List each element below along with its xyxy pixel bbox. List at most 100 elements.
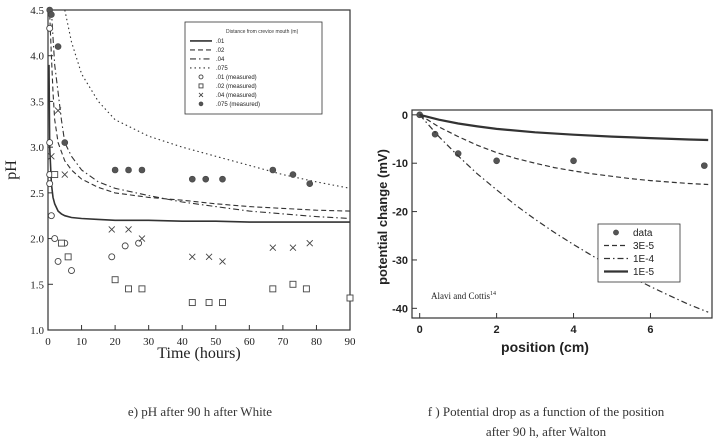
x-tick-label: 6 [647, 324, 653, 336]
data-point [51, 171, 59, 179]
series-line [419, 114, 709, 186]
series-line [419, 114, 709, 313]
ph-chart-series [46, 6, 354, 307]
legend-label: .04 [216, 57, 225, 63]
data-point [138, 285, 146, 293]
data-point [61, 139, 69, 146]
legend-entry: 1E-5 [604, 267, 655, 278]
x-tick-label: 80 [311, 336, 323, 348]
data-point [57, 239, 65, 247]
data-point [111, 166, 119, 174]
legend-label: .01 (measured) [216, 75, 257, 81]
y-tick-label: 3.5 [30, 96, 44, 108]
caption-right-line2: after 90 h, after Walton [485, 424, 607, 439]
data-point [306, 239, 314, 247]
series-line [419, 114, 709, 313]
citation-annotation-sup: 14 [490, 291, 496, 297]
legend-entry: .075 [190, 66, 228, 72]
y-tick-label: 2.5 [30, 188, 44, 200]
legend-label: .04 (measured) [216, 93, 257, 99]
data-point [269, 244, 277, 252]
legend-label: 3E-5 [633, 241, 655, 252]
legend-label: .01 [216, 39, 225, 45]
data-point [135, 239, 143, 247]
x-tick-label: 40 [177, 336, 189, 348]
data-point [125, 285, 132, 293]
data-point [51, 235, 59, 243]
data-point [125, 166, 132, 174]
x-tick-label: 50 [210, 336, 222, 348]
potential-x-axis-label: position (cm) [501, 339, 589, 355]
legend-label: data [633, 228, 653, 239]
data-point [138, 235, 146, 242]
ph-chart-frame [47, 9, 351, 331]
ph-legend-box [184, 21, 323, 115]
data-point [48, 11, 55, 18]
data-point [121, 242, 129, 250]
legend-label: .02 (measured) [216, 84, 257, 90]
data-point [493, 157, 500, 165]
data-point [205, 299, 213, 307]
data-point [54, 107, 62, 114]
data-point [111, 276, 119, 284]
data-point [46, 139, 54, 147]
data-point [306, 180, 314, 188]
series-markers [46, 6, 314, 188]
series-line [50, 9, 351, 220]
data-point [198, 83, 204, 89]
data-point [61, 171, 69, 178]
ph-chart-legend: Distance from crevice mouth (m) .01 .02 .0… [184, 21, 323, 115]
ph-chart: 0 10 20 30 40 50 60 70 80 90 1.0 1.5 2.0 2.5 3.0 3.5 4.0… [3, 5, 356, 362]
x-tick-label: 0 [45, 336, 51, 348]
potential-chart-legend: data 3E-5 1E-4 1E-5 [597, 223, 681, 283]
x-tick-label: 90 [345, 336, 357, 348]
y-tick-label: -10 [392, 158, 408, 170]
data-point [54, 43, 62, 50]
y-tick-label: 1.0 [30, 325, 44, 337]
legend-entry: data [613, 228, 653, 239]
potential-chart-series [416, 111, 709, 313]
y-tick-label: -20 [392, 207, 408, 219]
potential-chart: 0 2 4 6 0 -10 -20 -30 -40 data 3E-5 1E-4 1E-5 Alavi… [375, 109, 713, 355]
legend-label: .02 [216, 48, 225, 54]
data-point [289, 280, 297, 288]
data-point [46, 24, 54, 32]
legend-entry: 1E-4 [604, 254, 655, 265]
potential-chart-frame [411, 109, 713, 319]
x-tick-label: 2 [494, 324, 500, 336]
y-tick-label: -30 [392, 255, 408, 267]
data-point [219, 175, 226, 183]
series-line [419, 113, 709, 142]
data-point [68, 267, 75, 275]
ph-chart-ticks: 0 10 20 30 40 50 60 70 80 90 1.0 1.5 2.0 2.5 3.0 3.5 4.0… [30, 5, 356, 348]
legend-entry: .075 (measured) [198, 101, 260, 108]
ph-x-axis-label: Time (hours) [157, 345, 240, 362]
data-point [701, 162, 708, 169]
data-point [108, 226, 116, 233]
data-point [64, 253, 72, 261]
data-point [202, 175, 210, 183]
legend-entry: .04 (measured) [198, 92, 257, 99]
x-tick-label: 4 [570, 324, 577, 336]
data-point [219, 299, 226, 307]
y-tick-label: 4.0 [30, 51, 44, 63]
series-line [419, 113, 709, 142]
data-point [289, 244, 297, 252]
data-point [431, 130, 439, 138]
x-tick-label: 20 [110, 336, 122, 348]
data-point [198, 92, 204, 98]
legend-label: 1E-4 [633, 254, 655, 265]
citation-annotation-text: Alavi and Cottis [431, 291, 490, 301]
x-tick-label: 30 [143, 336, 155, 348]
data-point [48, 152, 55, 160]
data-point [302, 285, 310, 293]
potential-y-axis-label: potential change (mV) [375, 149, 390, 285]
series-line [48, 64, 350, 223]
legend-label: .075 [216, 66, 228, 72]
data-point [125, 226, 132, 233]
x-tick-label: 70 [277, 336, 289, 348]
legend-entry: .04 [190, 57, 225, 63]
data-point [188, 253, 196, 261]
y-tick-label: -40 [392, 303, 408, 315]
